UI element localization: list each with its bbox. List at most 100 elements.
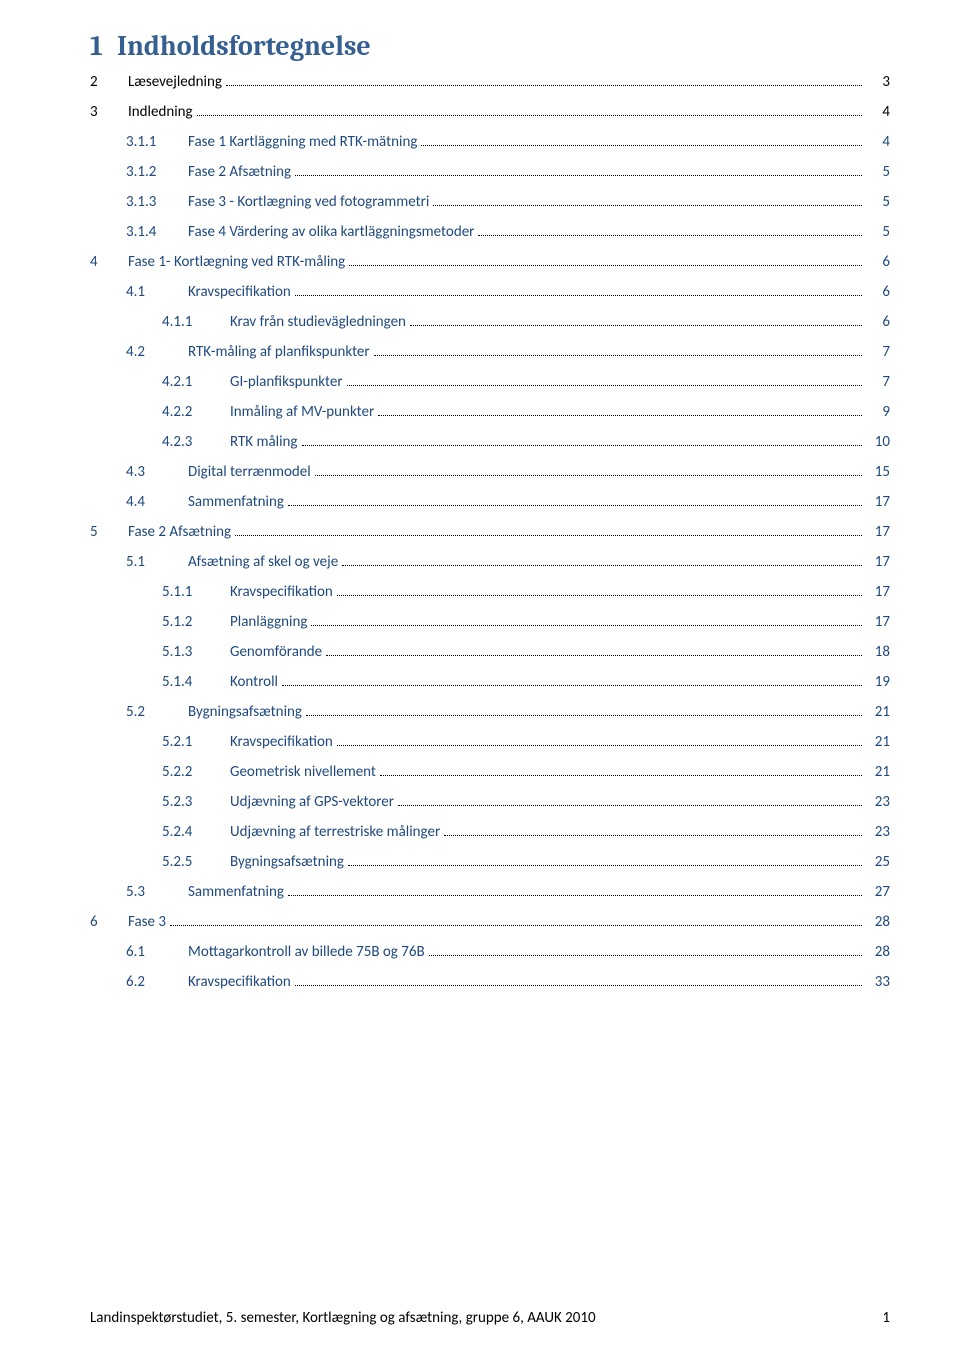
- toc-entry[interactable]: 4.2RTK-måling af planfikspunkter7: [126, 342, 890, 363]
- toc-entry-label: Fase 1- Kortlægning ved RTK-måling: [128, 252, 345, 273]
- toc-entry-leader: [398, 798, 862, 807]
- toc-entry[interactable]: 6Fase 328: [90, 912, 890, 933]
- toc-entry-number: 5.3: [126, 882, 188, 903]
- toc-entry[interactable]: 4.1.1Krav från studievägledningen6: [162, 312, 890, 333]
- toc-entry[interactable]: 4.2.3RTK måling10: [162, 432, 890, 453]
- toc-entry-label: Bygningsafsætning: [230, 852, 344, 873]
- toc-entry-leader: [295, 288, 862, 297]
- toc-entry-label: Fase 2 Afsætning: [128, 522, 231, 543]
- toc-entry-label: Fase 1 Kartläggning med RTK-mätning: [188, 132, 417, 153]
- toc-entry[interactable]: 6.1Mottagarkontroll av billede 75B og 76…: [126, 942, 890, 963]
- toc-entry-leader: [226, 78, 862, 87]
- toc-entry[interactable]: 5.2.1Kravspecifikation21: [162, 732, 890, 753]
- toc-entry-page: 21: [866, 732, 890, 753]
- toc-entry-label: Fase 4 Värdering av olika kartläggningsm…: [188, 222, 474, 243]
- toc-entry-label: Læsevejledning: [128, 72, 222, 93]
- toc-entry[interactable]: 5.1.1Kravspecifikation17: [162, 582, 890, 603]
- toc-entry-page: 21: [866, 702, 890, 723]
- toc-entry-leader: [235, 528, 862, 537]
- toc-entry-number: 3.1.1: [126, 132, 188, 153]
- toc-entry[interactable]: 5.1.3Genomförande18: [162, 642, 890, 663]
- toc-entry[interactable]: 3Indledning4: [90, 102, 890, 123]
- toc-entry[interactable]: 5.1.2Planläggning 17: [162, 612, 890, 633]
- toc-entry-leader: [374, 348, 862, 357]
- toc-entry[interactable]: 5.2.2Geometrisk nivellement21: [162, 762, 890, 783]
- toc-entry-label: Kontroll: [230, 672, 278, 693]
- toc-entry[interactable]: 5.1Afsætning af skel og veje17: [126, 552, 890, 573]
- toc-entry-page: 23: [866, 792, 890, 813]
- toc-entry-number: 5.2.5: [162, 852, 230, 873]
- toc-entry-page: 7: [866, 342, 890, 363]
- toc-title: 1 Indholdsfortegnelse: [90, 30, 890, 62]
- page: 1 Indholdsfortegnelse 2Læsevejledning33I…: [0, 0, 960, 1353]
- toc-entry-leader: [295, 978, 862, 987]
- toc-entry-number: 4.1: [126, 282, 188, 303]
- toc-entry-number: 4.2.3: [162, 432, 230, 453]
- toc-entry-label: GI-planfikspunkter: [230, 372, 343, 393]
- toc-entry-number: 4: [90, 252, 128, 273]
- toc-entry-leader: [197, 108, 862, 117]
- toc-entry-page: 23: [866, 822, 890, 843]
- toc-entry-number: 4.2.2: [162, 402, 230, 423]
- toc-entry[interactable]: 2Læsevejledning3: [90, 72, 890, 93]
- toc-entry-leader: [342, 558, 862, 567]
- toc-entry-number: 5.1: [126, 552, 188, 573]
- toc-entry-number: 5.1.3: [162, 642, 230, 663]
- toc-entry-page: 21: [866, 762, 890, 783]
- toc-entry-leader: [326, 648, 862, 657]
- toc-entry-label: Genomförande: [230, 642, 322, 663]
- toc-entry[interactable]: 5.2Bygningsafsætning21: [126, 702, 890, 723]
- toc-entry-label: Fase 2 Afsætning: [188, 162, 291, 183]
- toc-entry-leader: [337, 588, 862, 597]
- toc-entry[interactable]: 3.1.4Fase 4 Värdering av olika kartläggn…: [126, 222, 890, 243]
- toc-entry-page: 4: [866, 132, 890, 153]
- toc-entry-leader: [288, 888, 862, 897]
- toc-entry-label: Afsætning af skel og veje: [188, 552, 338, 573]
- toc-entry-number: 5.2.2: [162, 762, 230, 783]
- toc-entry[interactable]: 4.1Kravspecifikation6: [126, 282, 890, 303]
- toc-entry[interactable]: 5.2.4Udjævning af terrestriske målinger2…: [162, 822, 890, 843]
- toc-entry-number: 5.1.1: [162, 582, 230, 603]
- toc-entry[interactable]: 5Fase 2 Afsætning17: [90, 522, 890, 543]
- toc-entry[interactable]: 4.3Digital terrænmodel 15: [126, 462, 890, 483]
- toc-entry[interactable]: 5.3Sammenfatning27: [126, 882, 890, 903]
- toc-entry-label: Digital terrænmodel: [188, 462, 311, 483]
- toc-entry-label: Sammenfatning: [188, 492, 284, 513]
- toc-entry-number: 5.1.2: [162, 612, 230, 633]
- toc-entry[interactable]: 6.2Kravspecifikation33: [126, 972, 890, 993]
- toc-entry[interactable]: 4.2.1GI-planfikspunkter7: [162, 372, 890, 393]
- toc-entry-label: Fase 3 - Kortlægning ved fotogrammetri: [188, 192, 429, 213]
- toc-entry-label: Planläggning: [230, 612, 307, 633]
- toc-entry-page: 17: [866, 582, 890, 603]
- toc-entry-label: Kravspecifikation: [230, 732, 333, 753]
- toc-entry-page: 17: [866, 522, 890, 543]
- toc-entry-leader: [295, 168, 862, 177]
- toc-entry-number: 4.3: [126, 462, 188, 483]
- toc-entry-label: Inmåling af MV-punkter: [230, 402, 374, 423]
- toc-entry-page: 7: [866, 372, 890, 393]
- toc-entry[interactable]: 3.1.2Fase 2 Afsætning5: [126, 162, 890, 183]
- toc-entry-page: 17: [866, 612, 890, 633]
- toc-entry-page: 9: [866, 402, 890, 423]
- toc-entry-leader: [348, 858, 862, 867]
- toc-entry[interactable]: 3.1.1Fase 1 Kartläggning med RTK-mätning…: [126, 132, 890, 153]
- toc-entry[interactable]: 5.1.4Kontroll19: [162, 672, 890, 693]
- toc-entry-label: Krav från studievägledningen: [230, 312, 406, 333]
- toc-entry[interactable]: 5.2.5Bygningsafsætning25: [162, 852, 890, 873]
- toc-entry-label: Kravspecifikation: [188, 282, 291, 303]
- toc-entry-page: 4: [866, 102, 890, 123]
- toc-entry-label: Indledning: [128, 102, 193, 123]
- page-footer: Landinspektørstudiet, 5. semester, Kortl…: [90, 1309, 890, 1327]
- toc-entry[interactable]: 5.2.3Udjævning af GPS-vektorer23: [162, 792, 890, 813]
- toc-entry-leader: [378, 408, 862, 417]
- toc-entry-label: Kravspecifikation: [188, 972, 291, 993]
- toc-entry[interactable]: 4.2.2Inmåling af MV-punkter 9: [162, 402, 890, 423]
- toc-entry[interactable]: 4.4Sammenfatning17: [126, 492, 890, 513]
- toc-entry-number: 5.2.4: [162, 822, 230, 843]
- toc-entry-page: 15: [866, 462, 890, 483]
- toc-entry-page: 28: [866, 942, 890, 963]
- toc-entry[interactable]: 4Fase 1- Kortlægning ved RTK-måling6: [90, 252, 890, 273]
- toc-entry-label: RTK måling: [230, 432, 298, 453]
- toc-entry-leader: [380, 768, 862, 777]
- toc-entry[interactable]: 3.1.3Fase 3 - Kortlægning ved fotogramme…: [126, 192, 890, 213]
